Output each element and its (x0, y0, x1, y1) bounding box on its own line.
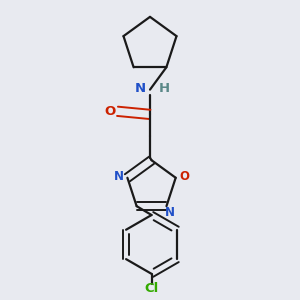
Text: H: H (158, 82, 169, 94)
Text: N: N (114, 170, 124, 183)
Text: Cl: Cl (144, 282, 159, 295)
Text: O: O (104, 105, 116, 118)
Text: O: O (179, 170, 189, 183)
Text: N: N (135, 82, 146, 94)
Text: N: N (165, 206, 175, 220)
